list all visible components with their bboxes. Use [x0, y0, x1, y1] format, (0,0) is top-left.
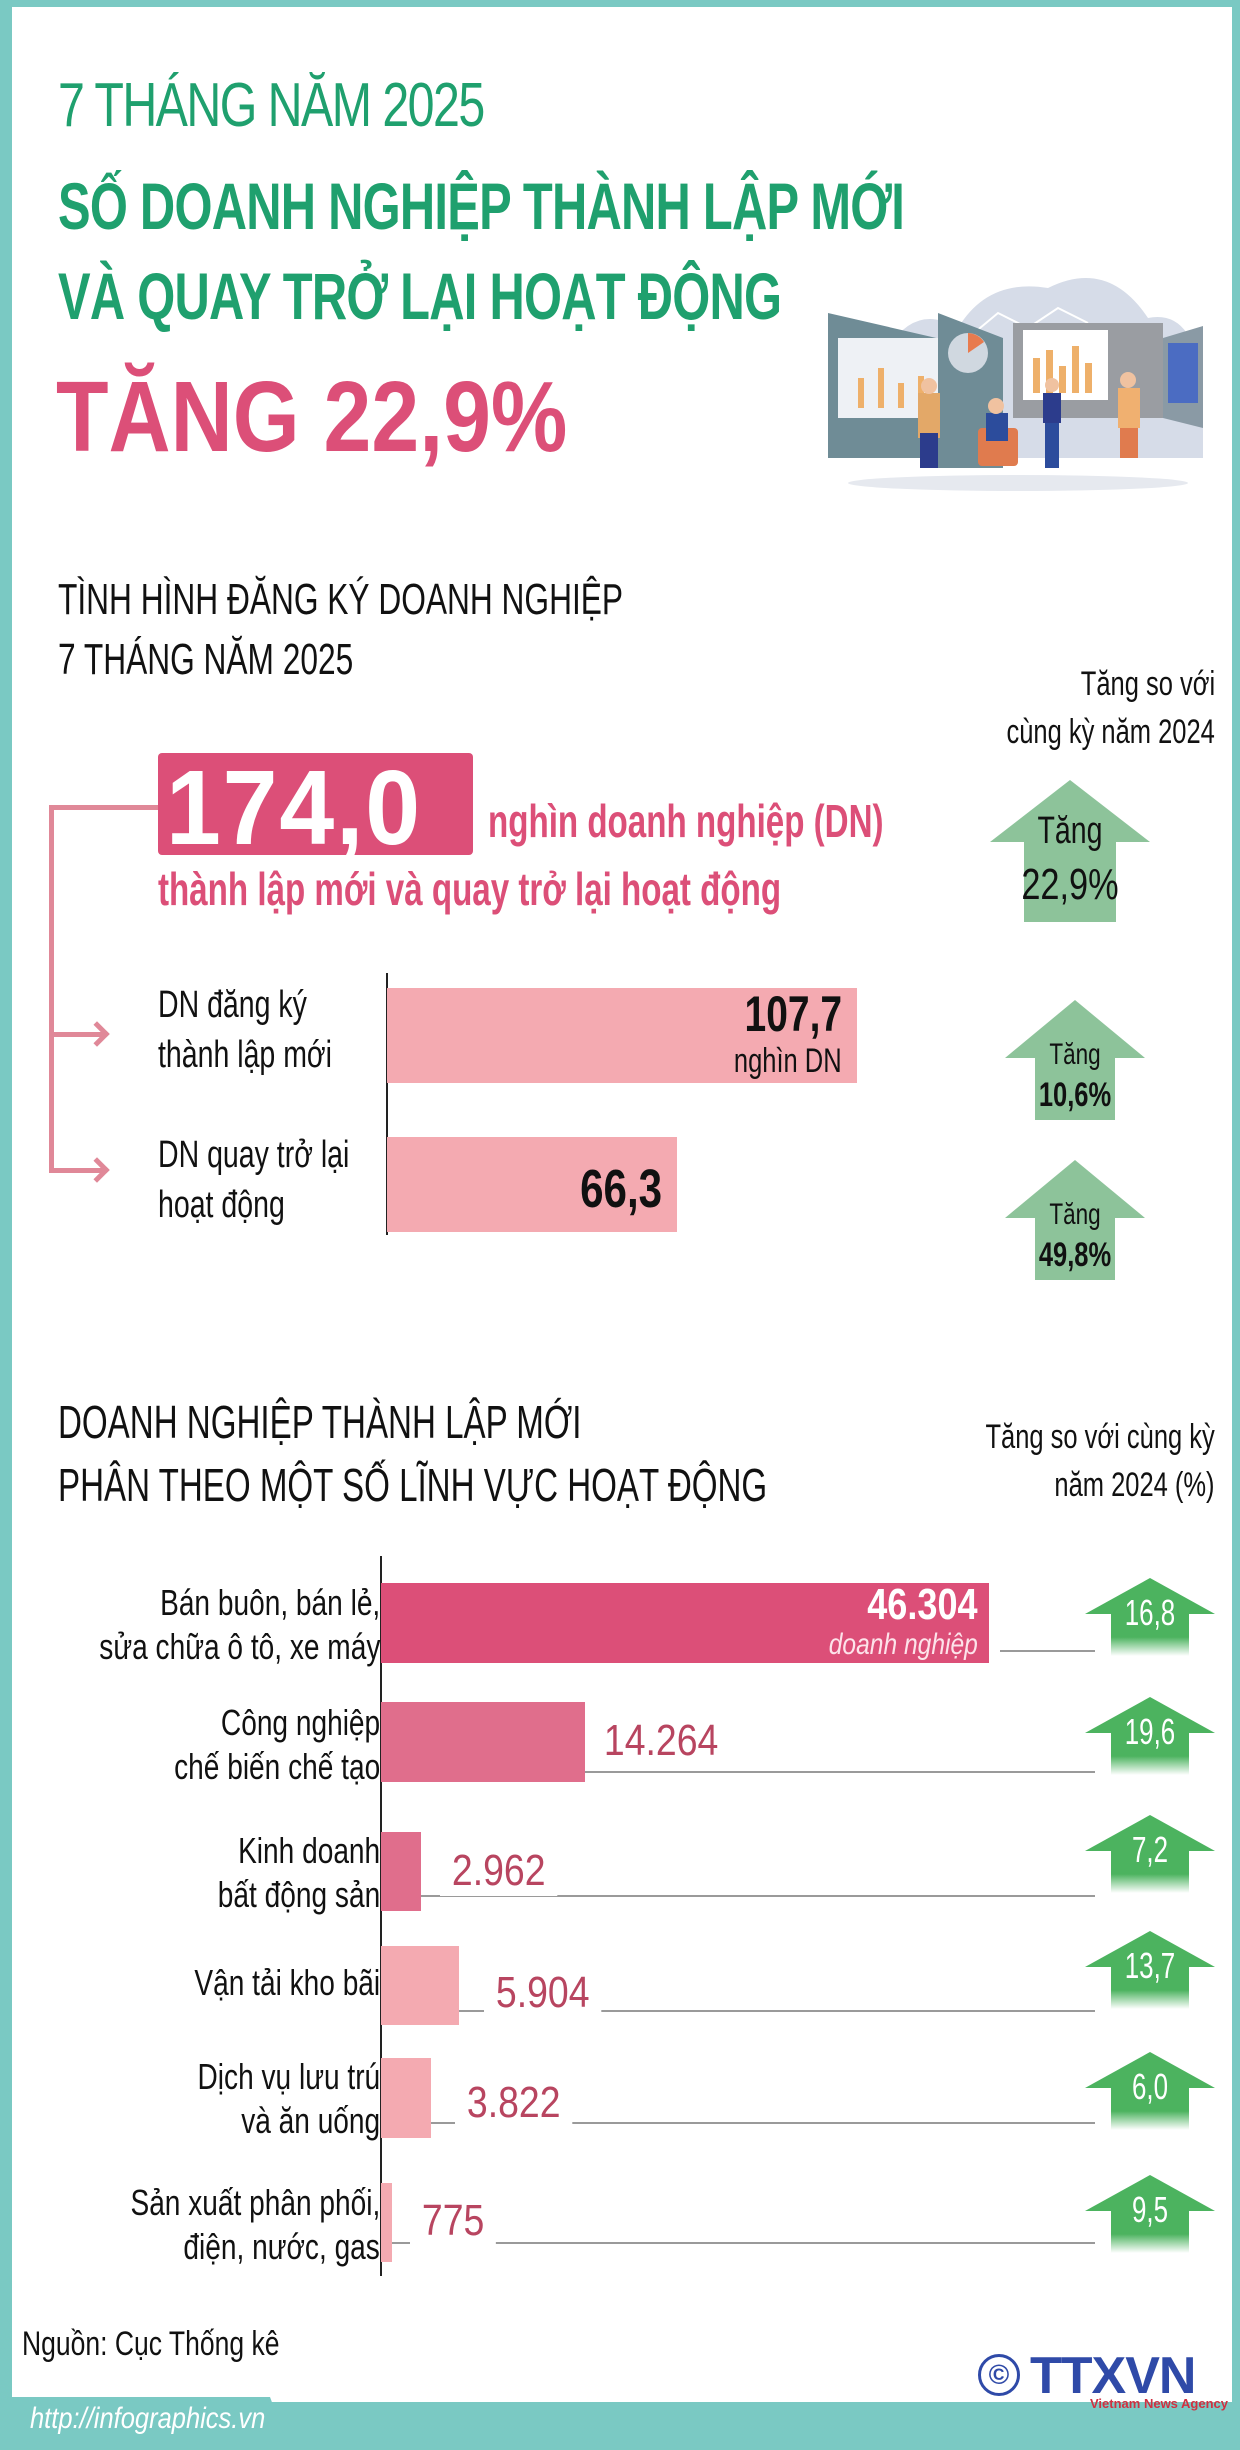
- row2-value: 14.264: [592, 1716, 731, 1766]
- row5-label-line1: Dịch vụ lưu trú: [197, 2056, 380, 2097]
- headline-line1: SỐ DOANH NGHIỆP THÀNH LẬP MỚI: [58, 169, 905, 243]
- row5-value: 3.822: [455, 2078, 573, 2128]
- section2-compare-header-line1: Tăng so với cùng kỳ: [985, 1418, 1215, 1456]
- row4-bar: [381, 1946, 459, 2025]
- row2-label-line1: Công nghiệp: [220, 1702, 380, 1743]
- row6-change: 9,5: [1131, 2189, 1169, 2230]
- row5-change: 6,0: [1131, 2066, 1169, 2107]
- bar-new-registrations: [387, 988, 857, 1083]
- up-arrow-icon: 7,2: [1085, 1815, 1215, 1893]
- footer-tab: [0, 2397, 290, 2450]
- source-note: Nguồn: Cục Thống kê: [22, 2325, 280, 2363]
- bracket-arrow-line-1: [49, 1032, 105, 1037]
- row1-baseline: [1000, 1650, 1095, 1652]
- item2-change-label: Tăng: [1049, 1198, 1101, 1231]
- business-analytics-illustration-icon: [828, 278, 1203, 491]
- up-arrow-icon: 16,8: [1085, 1578, 1215, 1656]
- chart2-axis: [380, 1556, 382, 2276]
- row4-label-line1: Vận tải kho bãi: [194, 1962, 380, 2003]
- total-description: thành lập mới và quay trở lại hoạt động: [158, 863, 782, 915]
- total-value: 174,0: [166, 749, 422, 867]
- up-arrow-icon: Tăng 10,6%: [1005, 1000, 1145, 1120]
- total-change-label: Tăng: [1037, 810, 1103, 852]
- up-arrow-icon: 13,7: [1085, 1931, 1215, 2009]
- item1-label-line2: thành lập mới: [158, 1034, 332, 1076]
- row3-bar: [381, 1832, 421, 1911]
- copyright-icon: ©: [978, 2354, 1020, 2396]
- bracket-arrow-line-2: [49, 1168, 105, 1173]
- item1-unit: nghìn DN: [734, 1042, 842, 1080]
- row6-label-line2: điện, nước, gas: [183, 2226, 380, 2267]
- period-heading: 7 THÁNG NĂM 2025: [58, 71, 485, 140]
- logo-text: TTXVN: [1030, 2347, 1196, 2405]
- row4-value: 5.904: [484, 1968, 602, 2018]
- item1-change-value: 10,6%: [1038, 1076, 1112, 1114]
- item1-value: 107,7: [744, 986, 842, 1042]
- row3-baseline: [381, 1895, 1095, 1897]
- item2-value: 66,3: [580, 1159, 662, 1219]
- total-change-value: 22,9%: [1021, 860, 1119, 909]
- row5-label-line2: và ăn uống: [241, 2100, 380, 2141]
- row5-bar: [381, 2058, 431, 2138]
- up-arrow-icon: 19,6: [1085, 1697, 1215, 1775]
- row3-label-line2: bất động sản: [217, 1874, 380, 1915]
- row3-label-line1: Kinh doanh: [237, 1830, 380, 1871]
- chart1-axis: [386, 973, 388, 1235]
- section2-compare-header-line2: năm 2024 (%): [1054, 1466, 1215, 1504]
- website-link[interactable]: http://infographics.vn: [30, 2402, 266, 2435]
- logo-subtitle: Vietnam News Agency: [1090, 2396, 1228, 2411]
- row3-change: 7,2: [1131, 1829, 1169, 1870]
- section1-title-line2: 7 THÁNG NĂM 2025: [58, 635, 354, 684]
- item2-change-value: 49,8%: [1038, 1236, 1112, 1274]
- bracket-top: [49, 805, 159, 810]
- row2-change: 19,6: [1124, 1711, 1176, 1752]
- row4-baseline: [381, 2010, 1095, 2012]
- row2-label-line2: chế biến chế tạo: [173, 1746, 380, 1787]
- row5-baseline: [381, 2122, 1095, 2124]
- row1-value: 46.304: [867, 1580, 978, 1629]
- section1-compare-header-line2: cùng kỳ năm 2024: [1006, 713, 1215, 751]
- ttxvn-logo: © TTXVN Vietnam News Agency: [978, 2347, 1228, 2417]
- bar-returning: [387, 1137, 677, 1232]
- up-arrow-icon: Tăng 49,8%: [1005, 1160, 1145, 1280]
- row6-bar: [381, 2183, 392, 2262]
- row6-label-line1: Sản xuất phân phối,: [130, 2182, 380, 2223]
- up-arrow-icon: Tăng 22,9%: [990, 780, 1150, 922]
- section2-title-line1: DOANH NGHIỆP THÀNH LẬP MỚI: [58, 1396, 582, 1448]
- row3-value: 2.962: [440, 1846, 558, 1896]
- row4-change: 13,7: [1124, 1945, 1176, 1986]
- row6-value: 775: [410, 2196, 497, 2246]
- row1-label-line1: Bán buôn, bán lẻ,: [159, 1582, 380, 1623]
- row1-label-line2: sửa chữa ô tô, xe máy: [98, 1626, 380, 1667]
- row1-bar: [381, 1583, 989, 1663]
- up-arrow-icon: 6,0: [1085, 2052, 1215, 2130]
- headline-highlight: TĂNG 22,9%: [56, 361, 568, 473]
- section2-title-line2: PHÂN THEO MỘT SỐ LĨNH VỰC HOẠT ĐỘNG: [58, 1459, 768, 1511]
- row2-baseline: [381, 1771, 1095, 1773]
- item2-label-line2: hoạt động: [158, 1184, 285, 1226]
- section1-compare-header-line1: Tăng so với: [1080, 665, 1215, 703]
- item1-label-line1: DN đăng ký: [158, 984, 307, 1026]
- bracket-connector: [49, 805, 54, 1170]
- item1-change-label: Tăng: [1049, 1038, 1101, 1071]
- section1-title-line1: TÌNH HÌNH ĐĂNG KÝ DOANH NGHIỆP: [58, 575, 624, 624]
- row1-unit: doanh nghiệp: [828, 1628, 978, 1661]
- total-value-box: [158, 753, 473, 855]
- up-arrow-icon: 9,5: [1085, 2175, 1215, 2253]
- total-unit: nghìn doanh nghiệp (DN): [488, 795, 884, 847]
- row1-change: 16,8: [1124, 1592, 1176, 1633]
- row6-baseline: [381, 2242, 1095, 2244]
- headline-line2: VÀ QUAY TRỞ LẠI HOẠT ĐỘNG: [58, 259, 782, 333]
- row2-bar: [381, 1702, 585, 1782]
- item2-label-line1: DN quay trở lại: [158, 1134, 350, 1176]
